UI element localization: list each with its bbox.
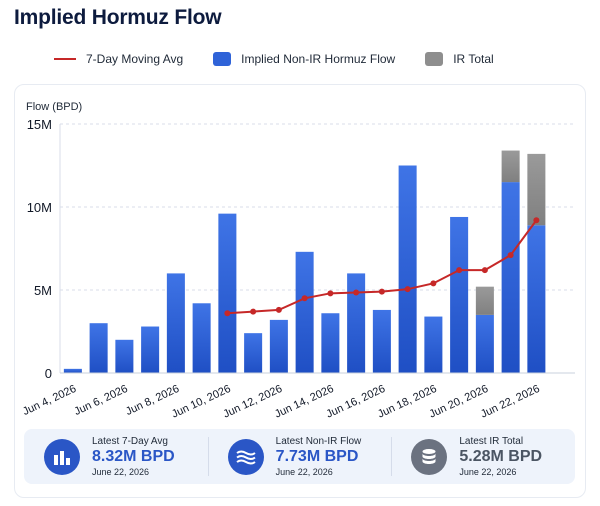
- database-icon: [411, 438, 448, 475]
- bar-non-ir: [192, 303, 211, 373]
- waves-icon: [227, 438, 264, 475]
- moving-avg-point: [378, 288, 385, 295]
- bar-ir-total: [501, 150, 520, 183]
- bar-non-ir: [450, 216, 469, 373]
- legend-label-moving-avg: 7-Day Moving Avg: [86, 52, 184, 66]
- legend-swatch-ir-total: [425, 52, 444, 66]
- kpi-label: Latest Non-IR Flow: [275, 436, 362, 447]
- y-axis-title: Flow (BPD): [26, 101, 82, 113]
- y-tick-label: 0: [45, 366, 52, 381]
- kpi-latest-non-ir-flow: Latest Non-IR Flow 7.73M BPD June 22, 20…: [207, 429, 392, 484]
- bar-non-ir: [321, 313, 340, 373]
- x-tick-label: Jun 4, 2026: [21, 383, 78, 418]
- moving-avg-point: [404, 286, 411, 293]
- bar-non-ir: [115, 339, 134, 373]
- y-tick-label: 15M: [27, 117, 52, 132]
- page-title: Implied Hormuz Flow: [14, 6, 222, 29]
- kpi-date: June 22, 2026: [92, 467, 150, 477]
- kpi-label: Latest IR Total: [459, 436, 524, 447]
- y-tick-label: 5M: [34, 283, 52, 298]
- kpi-value: 8.32M BPD: [92, 448, 175, 465]
- kpi-value: 7.73M BPD: [275, 448, 359, 465]
- moving-avg-point: [533, 217, 540, 224]
- bar-non-ir: [527, 225, 546, 373]
- moving-avg-point: [456, 267, 463, 274]
- x-tick-label: Jun 22, 2026: [479, 383, 542, 421]
- kpi-date: June 22, 2026: [275, 467, 333, 477]
- legend-swatch-non-ir: [213, 52, 232, 66]
- bar-non-ir: [63, 368, 82, 373]
- legend-label-ir-total: IR Total: [453, 52, 494, 66]
- bar-non-ir: [475, 314, 494, 373]
- bar-non-ir: [166, 273, 185, 373]
- bar-non-ir: [244, 333, 263, 373]
- kpi-date: June 22, 2026: [459, 467, 517, 477]
- kpi-value: 5.28M BPD: [459, 448, 543, 465]
- bar-non-ir: [398, 165, 417, 373]
- chart-legend: 7-Day Moving Avg Implied Non-IR Hormuz F…: [54, 50, 524, 68]
- bar-non-ir: [501, 182, 520, 373]
- moving-avg-point: [507, 252, 514, 259]
- bar-non-ir: [424, 316, 443, 373]
- bar-non-ir: [269, 319, 288, 373]
- legend-item-non-ir[interactable]: Implied Non-IR Hormuz Flow: [213, 52, 395, 66]
- y-tick-label: 10M: [27, 200, 52, 215]
- moving-avg-point: [481, 267, 488, 274]
- bar-non-ir: [89, 323, 108, 373]
- legend-label-non-ir: Implied Non-IR Hormuz Flow: [241, 52, 396, 66]
- legend-item-ir-total[interactable]: IR Total: [425, 52, 494, 66]
- kpi-latest-ir-total: Latest IR Total 5.28M BPD June 22, 2026: [391, 429, 575, 484]
- bar-non-ir: [372, 309, 391, 373]
- bar-chart-icon: [44, 438, 80, 475]
- moving-avg-point: [327, 290, 334, 297]
- bar-non-ir: [347, 273, 366, 373]
- moving-avg-point: [275, 306, 282, 313]
- moving-avg-point: [353, 289, 360, 296]
- bar-non-ir: [218, 213, 237, 373]
- legend-item-moving-avg[interactable]: 7-Day Moving Avg: [54, 52, 183, 66]
- moving-avg-point: [301, 295, 308, 302]
- kpi-latest-7-day-avg: Latest 7-Day Avg 8.32M BPD June 22, 2026: [24, 429, 208, 484]
- x-tick-label: Jun 6, 2026: [72, 383, 129, 418]
- bar-non-ir: [141, 326, 160, 373]
- bar-ir-total: [527, 153, 546, 226]
- bar-non-ir: [295, 251, 314, 373]
- kpi-label: Latest 7-Day Avg: [92, 436, 168, 447]
- legend-swatch-line: [54, 58, 76, 60]
- kpi-strip: Latest 7-Day Avg 8.32M BPD June 22, 2026…: [24, 429, 575, 484]
- moving-avg-point: [430, 280, 437, 287]
- moving-avg-point: [250, 308, 257, 315]
- bar-ir-total: [475, 286, 494, 315]
- moving-avg-point: [224, 310, 231, 317]
